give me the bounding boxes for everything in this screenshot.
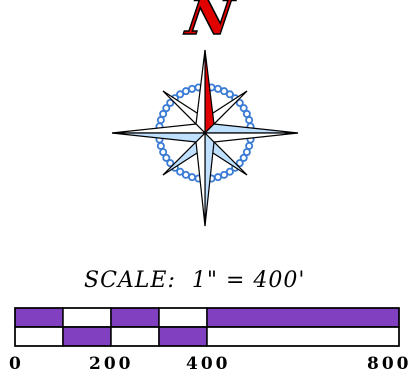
scale-bar <box>14 307 400 347</box>
ring-link <box>166 98 175 107</box>
scale-bar-segment <box>62 307 112 328</box>
scale-bar-segment <box>14 307 64 328</box>
scale-label: SCALE: 1" = 400' <box>84 268 306 293</box>
ring-link <box>220 87 229 96</box>
compass-ring <box>154 83 255 183</box>
ring-link <box>239 153 248 162</box>
scale-tick-400: 400 <box>186 354 231 374</box>
ring-link <box>235 159 244 168</box>
ring-link <box>166 159 175 168</box>
scale-tick-200: 200 <box>89 354 134 374</box>
scale-bar-segment <box>14 326 64 347</box>
ring-link <box>242 148 251 157</box>
scale-bar-segment <box>206 326 400 347</box>
ring-link <box>225 167 234 176</box>
scale-bar-segment <box>206 307 400 328</box>
ring-link <box>181 170 190 179</box>
scale-tick-800: 800 <box>367 354 412 374</box>
ring-link <box>176 90 185 99</box>
ring-link <box>245 116 254 125</box>
ring-link <box>213 173 222 182</box>
ring-link <box>225 90 234 99</box>
ring-link <box>235 98 244 107</box>
ring-link <box>162 153 171 162</box>
north-letter: N <box>182 0 237 47</box>
north-needle <box>204 49 215 135</box>
compass-cardinal-points <box>111 49 299 227</box>
ring-link <box>156 141 165 150</box>
scale-bar-segment <box>110 326 160 347</box>
ring-link <box>239 104 248 113</box>
scale-tick-0: 0 <box>9 354 24 374</box>
ring-link <box>162 104 171 113</box>
ring-link <box>176 167 185 176</box>
compass-rose-icon <box>111 49 299 227</box>
ring-link <box>159 109 168 118</box>
scale-bar-segment <box>158 326 208 347</box>
scale-bar-segment <box>62 326 112 347</box>
ring-link <box>188 84 197 93</box>
scale-bar-segment <box>110 307 160 328</box>
scale-bar-segment <box>158 307 208 328</box>
